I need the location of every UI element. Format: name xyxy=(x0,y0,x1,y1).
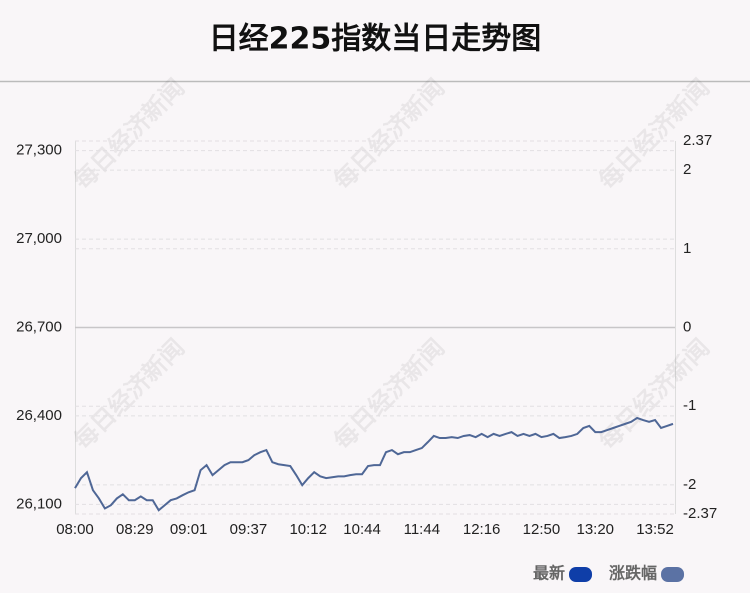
watermark: 每日经济新闻 xyxy=(68,73,190,195)
legend-label: 涨跌幅 xyxy=(609,564,657,583)
y-tick-label: 26,100 xyxy=(16,495,62,512)
x-tick-label: 09:37 xyxy=(230,521,268,538)
y-tick-label: 26,700 xyxy=(16,318,62,335)
y2-tick-label: 1 xyxy=(683,240,691,257)
x-tick-label: 08:00 xyxy=(56,521,94,538)
x-tick-label: 12:50 xyxy=(523,521,561,538)
x-tick-label: 09:01 xyxy=(170,521,208,538)
x-tick-label: 11:44 xyxy=(404,521,440,538)
chart-title: 日经225指数当日走势图 xyxy=(209,22,542,57)
y2-tick-label: 2 xyxy=(683,161,691,178)
y2-tick-label: 0 xyxy=(683,318,691,335)
y2-tick-label: -2 xyxy=(683,476,696,493)
x-tick-label: 13:52 xyxy=(636,521,674,538)
legend-label: 最新 xyxy=(533,564,565,583)
y2-tick-label: -1 xyxy=(683,397,696,414)
y2-tick-label: -2.37 xyxy=(683,505,717,522)
x-tick-label: 12:16 xyxy=(463,521,501,538)
x-tick-label: 08:29 xyxy=(116,521,154,538)
x-tick-label: 10:12 xyxy=(289,521,327,538)
watermark: 每日经济新闻 xyxy=(593,333,715,455)
x-tick-label: 13:20 xyxy=(576,521,614,538)
y-tick-label: 27,300 xyxy=(16,142,62,159)
y-tick-label: 26,400 xyxy=(16,407,62,424)
legend-swatch xyxy=(661,567,685,582)
watermark: 每日经济新闻 xyxy=(68,333,190,455)
price-line xyxy=(74,416,674,512)
legend-swatch xyxy=(569,567,593,582)
y-tick-label: 27,000 xyxy=(16,230,62,247)
watermark: 每日经济新闻 xyxy=(328,73,450,195)
x-tick-label: 10:44 xyxy=(343,521,381,538)
y2-tick-label: 2.37 xyxy=(683,132,712,149)
